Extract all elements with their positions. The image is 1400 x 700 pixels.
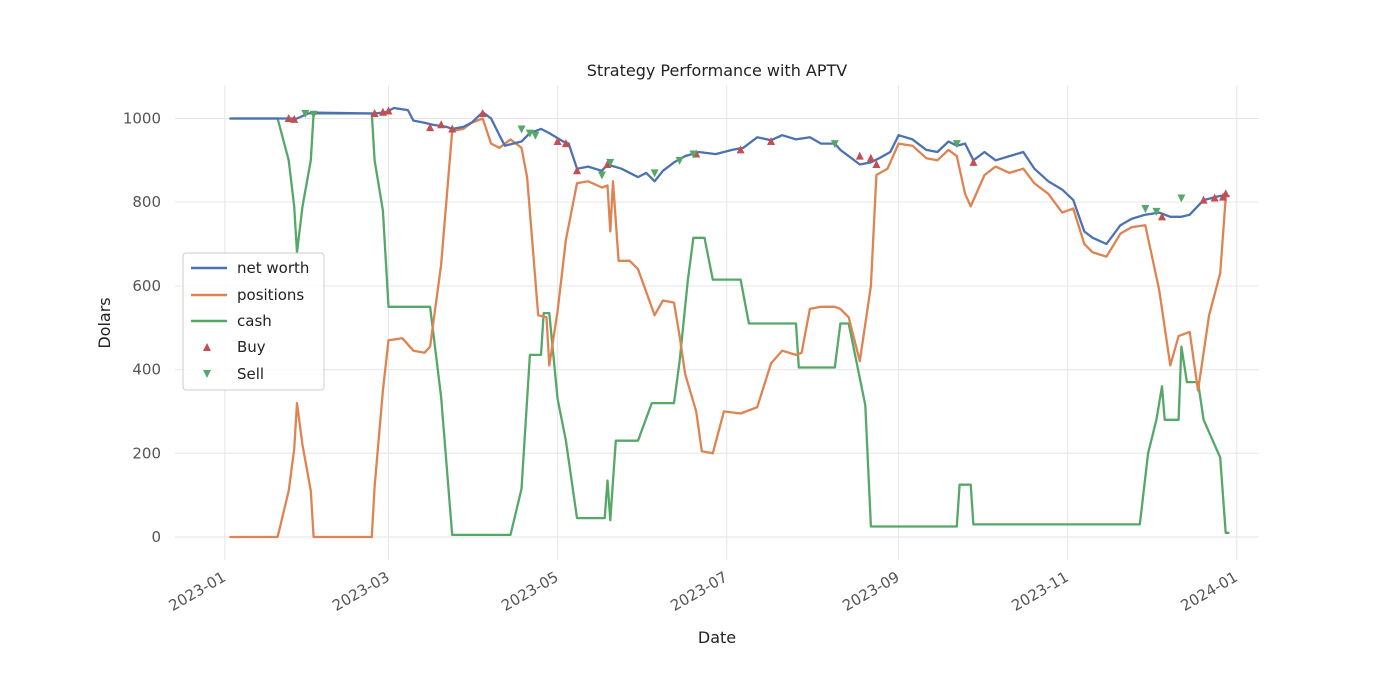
sell-marker	[1141, 204, 1150, 213]
sell-marker	[1152, 207, 1161, 216]
sell-marker	[517, 125, 526, 134]
buy-marker	[370, 108, 379, 117]
legend-positions-label: positions	[237, 286, 304, 304]
sell-marker	[309, 110, 318, 119]
y-tick-label: 1000	[123, 109, 161, 127]
sell-marker	[650, 169, 659, 178]
legend-buy-marker	[203, 343, 211, 351]
series-line-net-worth	[229, 106, 1230, 246]
sell-marker	[1177, 194, 1186, 203]
sell-marker	[830, 140, 839, 149]
buy-marker	[478, 108, 487, 117]
legend-buy-label: Buy	[237, 338, 266, 356]
sell-marker	[689, 150, 698, 159]
y-axis-title: Dolars	[95, 297, 114, 348]
y-tick-label: 400	[132, 361, 161, 379]
buy-marker	[736, 145, 745, 154]
legend-cash-label: cash	[237, 312, 272, 330]
sell-marker	[597, 171, 606, 180]
buy-marker	[448, 124, 457, 133]
legend: net worth positions cash Buy Sell	[182, 252, 325, 391]
buy-marker	[290, 114, 299, 123]
buy-marker	[1199, 195, 1208, 204]
x-tick-label: 2024-01	[1178, 568, 1241, 615]
sell-marker	[301, 109, 310, 118]
buy-marker	[561, 139, 570, 148]
x-tick-label: 2023-11	[1008, 568, 1071, 615]
legend-sell-label: Sell	[237, 365, 264, 383]
buy-marker	[872, 160, 881, 169]
buy-marker	[603, 160, 612, 169]
x-tick-label: 2023-03	[329, 568, 392, 615]
grid	[175, 85, 1259, 560]
y-tick-label: 0	[151, 528, 161, 546]
buy-marker	[437, 120, 446, 129]
buy-marker	[284, 113, 293, 122]
y-tick-label: 800	[132, 193, 161, 211]
x-axis-title: Date	[698, 628, 736, 647]
series-line-positions	[229, 117, 1227, 539]
buy-marker	[767, 136, 776, 145]
sell-marker	[675, 156, 684, 165]
sell-marker	[525, 129, 534, 138]
buy-marker	[426, 123, 435, 132]
buy-marker	[1157, 212, 1166, 221]
buy-marker	[969, 157, 978, 166]
y-tick-label: 200	[132, 444, 161, 462]
y-tick-label: 600	[132, 277, 161, 295]
buy-marker	[1210, 193, 1219, 202]
buy-marker	[855, 151, 864, 160]
legend-net-worth-label: net worth	[237, 259, 309, 277]
buy-marker	[866, 153, 875, 162]
buy-marker	[1221, 189, 1230, 198]
buy-marker	[553, 136, 562, 145]
buy-marker	[384, 106, 393, 115]
x-tick-label: 2023-01	[166, 568, 229, 615]
x-tick-label: 2023-07	[667, 568, 730, 615]
chart-title: Strategy Performance with APTV	[587, 61, 848, 80]
sell-marker	[606, 158, 615, 167]
sell-marker	[531, 131, 540, 140]
legend-box	[182, 252, 325, 391]
buy-marker	[572, 166, 581, 175]
legend-sell-marker	[203, 370, 211, 378]
sell-marker	[952, 140, 961, 149]
series-line-cash	[229, 112, 1230, 537]
x-tick-label: 2023-09	[839, 568, 902, 615]
series-lines	[229, 106, 1230, 539]
x-tick-label: 2023-05	[498, 568, 561, 615]
trade-markers	[284, 106, 1230, 221]
